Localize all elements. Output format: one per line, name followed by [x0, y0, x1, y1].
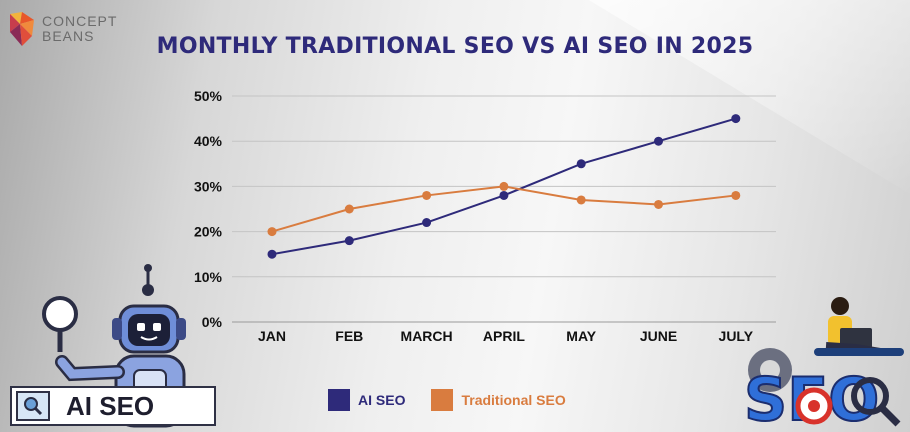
data-point-traditional-seo — [267, 227, 277, 237]
data-point-ai-seo — [267, 249, 277, 259]
logo-icon — [10, 12, 34, 46]
legend-item-traditional-seo: Traditional SEO — [431, 389, 566, 411]
series-lines — [267, 114, 741, 259]
y-tick-labels: 0% 10% 20% 30% 40% 50% — [194, 88, 223, 330]
data-point-ai-seo — [654, 136, 663, 146]
legend-label-traditional-seo: Traditional SEO — [461, 392, 566, 408]
data-point-traditional-seo — [654, 199, 663, 209]
concept-beans-logo: CONCEPT BEANS — [8, 10, 117, 48]
chart-title: MONTHLY TRADITIONAL SEO VS AI SEO IN 202… — [156, 34, 754, 59]
y-tick-label: 30% — [194, 178, 223, 194]
search-icon — [16, 391, 50, 421]
data-point-traditional-seo — [499, 181, 509, 191]
legend-label-ai-seo: AI SEO — [358, 392, 406, 408]
seo-illustration: SEO — [743, 297, 904, 432]
y-tick-label: 40% — [194, 133, 223, 149]
y-tick-label: 50% — [194, 88, 223, 104]
logo-line1: CONCEPT — [42, 13, 118, 29]
x-tick-label: FEB — [335, 328, 363, 344]
data-point-traditional-seo — [731, 190, 741, 200]
data-point-ai-seo — [422, 218, 432, 228]
data-point-traditional-seo — [344, 204, 354, 214]
x-tick-label: MARCH — [401, 328, 453, 344]
logo-line2: BEANS — [42, 28, 95, 44]
y-tick-label: 10% — [194, 269, 223, 285]
y-tick-label: 20% — [194, 224, 223, 240]
chart-legend: AI SEO Traditional SEO — [328, 389, 592, 411]
data-point-ai-seo — [499, 190, 509, 200]
x-tick-label: JULY — [719, 328, 754, 344]
x-tick-label: MAY — [566, 328, 596, 344]
x-tick-label: JAN — [258, 328, 286, 344]
data-point-traditional-seo — [422, 190, 432, 200]
legend-item-ai-seo: AI SEO — [328, 389, 405, 411]
x-tick-label: APRIL — [483, 328, 525, 344]
data-point-traditional-seo — [576, 195, 586, 205]
data-point-ai-seo — [731, 114, 741, 124]
x-tick-labels: JAN FEB MARCH APRIL MAY JUNE JULY — [258, 328, 754, 344]
legend-swatch-ai-seo — [328, 389, 350, 411]
data-point-ai-seo — [344, 236, 354, 246]
y-tick-label: 0% — [202, 314, 223, 330]
data-point-ai-seo — [576, 159, 586, 169]
ai-seo-badge: AI SEO — [10, 386, 216, 426]
legend-swatch-traditional-seo — [431, 389, 454, 411]
x-tick-label: JUNE — [640, 328, 677, 344]
ai-seo-badge-label: AI SEO — [66, 390, 155, 421]
